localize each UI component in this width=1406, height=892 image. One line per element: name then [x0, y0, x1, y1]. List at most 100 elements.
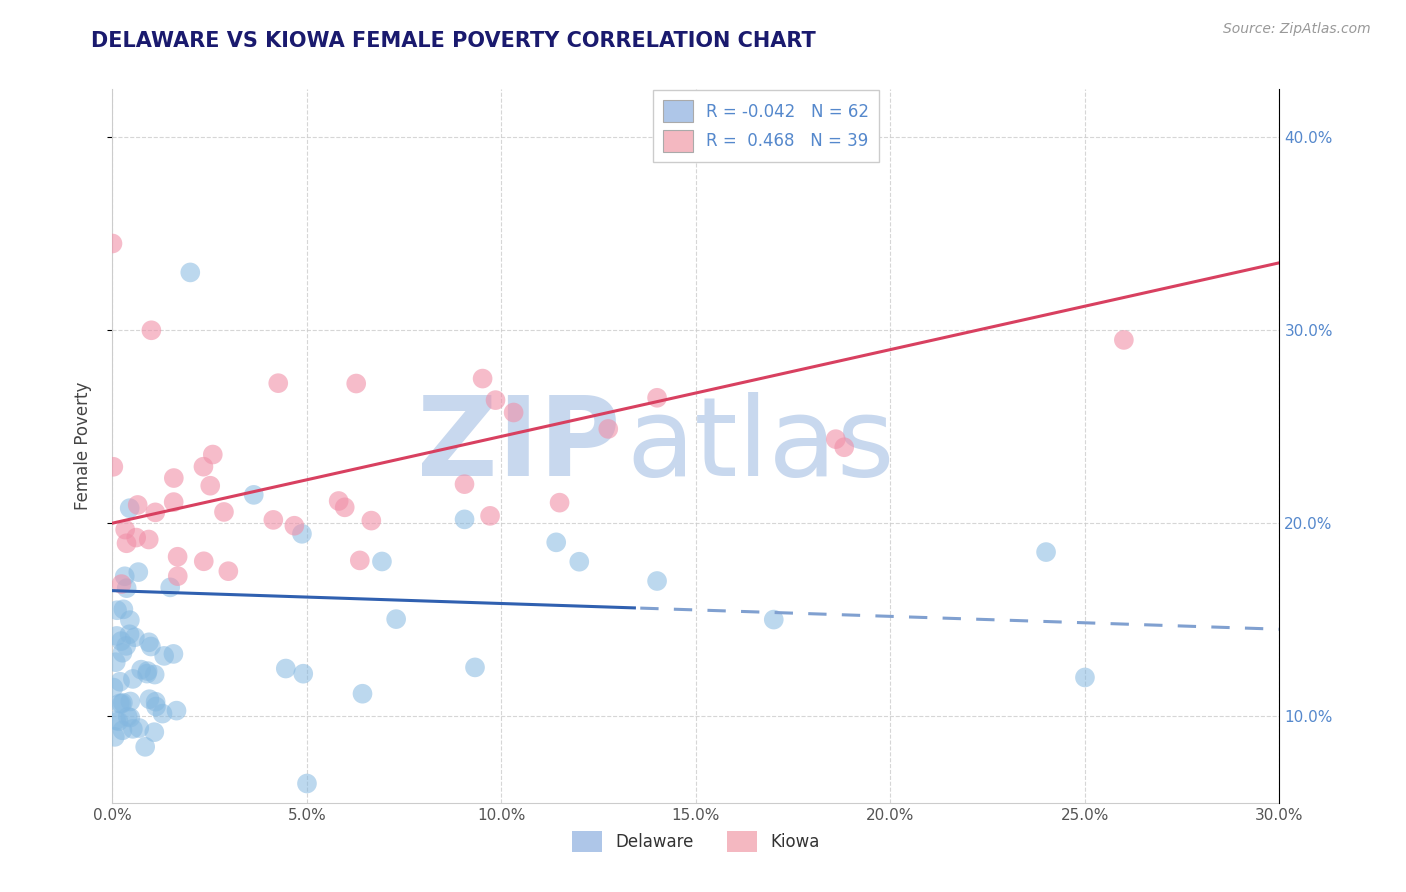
Legend: Delaware, Kiowa: Delaware, Kiowa — [565, 824, 827, 859]
Point — [371, 554, 394, 568]
Point — [568, 555, 591, 569]
Point — [127, 498, 149, 512]
Point — [138, 533, 160, 547]
Point — [136, 666, 159, 681]
Point — [824, 432, 846, 446]
Point — [108, 674, 131, 689]
Point — [138, 635, 160, 649]
Point — [344, 376, 367, 391]
Point — [120, 694, 142, 708]
Point — [201, 448, 224, 462]
Text: Source: ZipAtlas.com: Source: ZipAtlas.com — [1223, 22, 1371, 37]
Point — [242, 488, 264, 502]
Point — [333, 500, 356, 515]
Text: atlas: atlas — [626, 392, 894, 500]
Point — [122, 672, 145, 686]
Point — [217, 564, 239, 578]
Point — [1074, 670, 1097, 684]
Point — [112, 602, 135, 616]
Point — [127, 565, 149, 579]
Point — [162, 647, 184, 661]
Point — [103, 459, 125, 474]
Point — [645, 391, 668, 405]
Point — [114, 569, 136, 583]
Point — [152, 706, 174, 721]
Point — [129, 663, 152, 677]
Point — [143, 725, 166, 739]
Point — [110, 634, 132, 648]
Point — [464, 660, 486, 674]
Point — [484, 393, 506, 408]
Point — [163, 495, 186, 509]
Point — [115, 536, 138, 550]
Point — [121, 722, 143, 736]
Point — [166, 569, 188, 583]
Point — [1035, 545, 1057, 559]
Point — [193, 554, 215, 568]
Point — [453, 512, 475, 526]
Point — [143, 667, 166, 681]
Point — [283, 518, 305, 533]
Point — [166, 704, 188, 718]
Point — [471, 371, 494, 385]
Point — [111, 646, 134, 660]
Point — [267, 376, 290, 391]
Point — [360, 514, 382, 528]
Point — [153, 648, 176, 663]
Point — [1112, 333, 1135, 347]
Point — [145, 699, 167, 714]
Text: ZIP: ZIP — [416, 392, 620, 500]
Point — [274, 661, 297, 675]
Point — [103, 681, 125, 695]
Point — [117, 709, 139, 723]
Point — [111, 696, 134, 710]
Point — [193, 459, 215, 474]
Point — [453, 477, 475, 491]
Point — [124, 630, 146, 644]
Point — [502, 405, 524, 419]
Point — [262, 513, 284, 527]
Point — [110, 697, 132, 711]
Point — [120, 710, 142, 724]
Point — [141, 323, 163, 337]
Point — [108, 697, 131, 711]
Point — [143, 505, 166, 519]
Point — [479, 508, 502, 523]
Point — [107, 714, 129, 729]
Point — [101, 236, 124, 251]
Point — [118, 627, 141, 641]
Point — [179, 265, 201, 279]
Point — [295, 776, 318, 790]
Y-axis label: Female Poverty: Female Poverty — [73, 382, 91, 510]
Point — [104, 730, 127, 744]
Point — [138, 692, 160, 706]
Point — [139, 640, 162, 654]
Point — [349, 553, 371, 567]
Point — [125, 531, 148, 545]
Point — [110, 577, 132, 591]
Point — [548, 496, 571, 510]
Point — [114, 523, 136, 537]
Point — [115, 581, 138, 595]
Point — [134, 739, 156, 754]
Point — [212, 505, 235, 519]
Point — [546, 535, 568, 549]
Point — [385, 612, 408, 626]
Point — [105, 603, 128, 617]
Point — [328, 494, 350, 508]
Point — [291, 526, 314, 541]
Point — [166, 549, 188, 564]
Point — [292, 666, 315, 681]
Point — [118, 501, 141, 516]
Point — [136, 664, 159, 678]
Point — [159, 580, 181, 594]
Point — [200, 479, 222, 493]
Point — [352, 687, 374, 701]
Point — [128, 721, 150, 735]
Point — [163, 471, 186, 485]
Point — [832, 440, 855, 454]
Point — [105, 714, 128, 728]
Point — [145, 695, 167, 709]
Point — [762, 613, 785, 627]
Point — [105, 629, 128, 643]
